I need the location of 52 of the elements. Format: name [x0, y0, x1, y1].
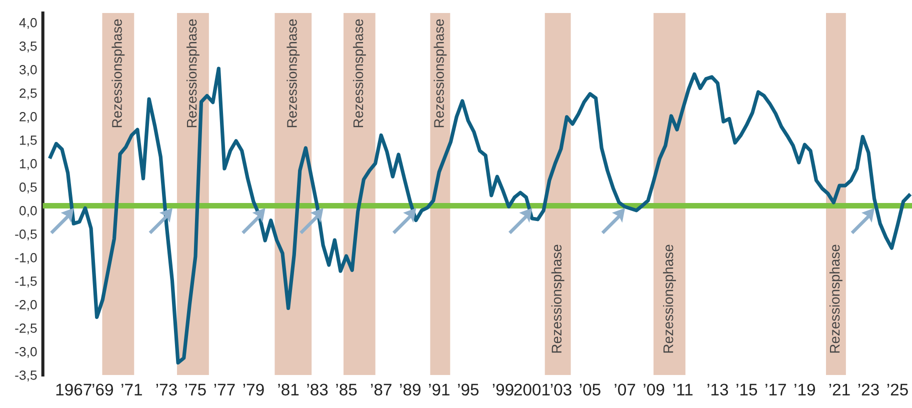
- x-tick-label: ’21: [829, 384, 850, 396]
- y-tick-label: -1,5: [15, 276, 37, 288]
- x-tick-label: ’23: [858, 384, 879, 396]
- x-tick-label: ’85: [336, 384, 357, 396]
- y-tick-label: 0,0: [19, 206, 37, 217]
- y-tick-label: -1,0: [15, 253, 37, 264]
- x-tick-label: ’05: [580, 384, 600, 396]
- y-tick-label: 1,5: [20, 136, 37, 146]
- x-tick-label: ’75: [185, 384, 206, 396]
- y-tick-label: 4,0: [19, 18, 37, 29]
- x-tick-label: ’11: [673, 384, 693, 396]
- annotation: Rezessionsphase: [352, 19, 366, 128]
- x-tick-label: ’77: [214, 384, 235, 396]
- y-tick-label: 1,0: [20, 159, 37, 170]
- annotation: Rezessionsphase: [286, 19, 300, 128]
- y-tick-label: -2,0: [15, 300, 37, 311]
- y-tick-label: 2,5: [20, 88, 37, 100]
- annotation: Rezessionsphase: [829, 244, 842, 353]
- y-tick-label: 0,5: [19, 182, 37, 194]
- x-tick-label: ’09: [644, 384, 664, 396]
- x-tick-label: ’81: [278, 384, 299, 396]
- x-tick-label: ’73: [156, 384, 177, 396]
- x-tick-label: ’69: [92, 384, 113, 396]
- x-tick-label: ’13: [708, 384, 728, 396]
- y-tick-label: 3,5: [19, 42, 37, 52]
- annotation: Rezessionsphase: [434, 19, 447, 128]
- x-tick-label: 2001: [514, 384, 550, 396]
- y-tick-label: -3,0: [15, 347, 37, 358]
- x-tick-label: ’17: [766, 384, 786, 396]
- annotation: Rezessionsphase: [663, 244, 676, 353]
- x-tick-label: ’03: [550, 384, 572, 396]
- x-tick-label: ’15: [736, 384, 758, 396]
- y-tick-label: -0,5: [15, 230, 37, 240]
- y-tick-label: -2,5: [15, 324, 37, 334]
- x-tick-label: ’91: [429, 384, 450, 396]
- x-tick-label: ’87: [371, 384, 392, 396]
- x-tick-label: 1967: [56, 384, 92, 396]
- x-tick-label: ’25: [887, 384, 908, 396]
- x-tick-label: ’83: [307, 384, 328, 396]
- x-tick-label: ’79: [243, 384, 264, 396]
- annotation: Rezessionsphase: [551, 244, 564, 353]
- x-tick-label: ’95: [458, 384, 479, 396]
- x-tick-label: ’99: [492, 384, 514, 396]
- y-tick-label: 3,0: [19, 65, 37, 76]
- x-tick-label: ’07: [614, 384, 636, 396]
- y-tick-label: 2,0: [20, 112, 37, 123]
- y-tick-label: -3,5: [15, 370, 37, 382]
- x-tick-label: ’71: [122, 384, 142, 396]
- annotation: Rezessionsphase: [186, 19, 200, 128]
- x-tick-label: ’19: [794, 384, 815, 396]
- x-tick-label: ’89: [400, 384, 420, 396]
- annotation: Rezessionsphase: [112, 19, 125, 128]
